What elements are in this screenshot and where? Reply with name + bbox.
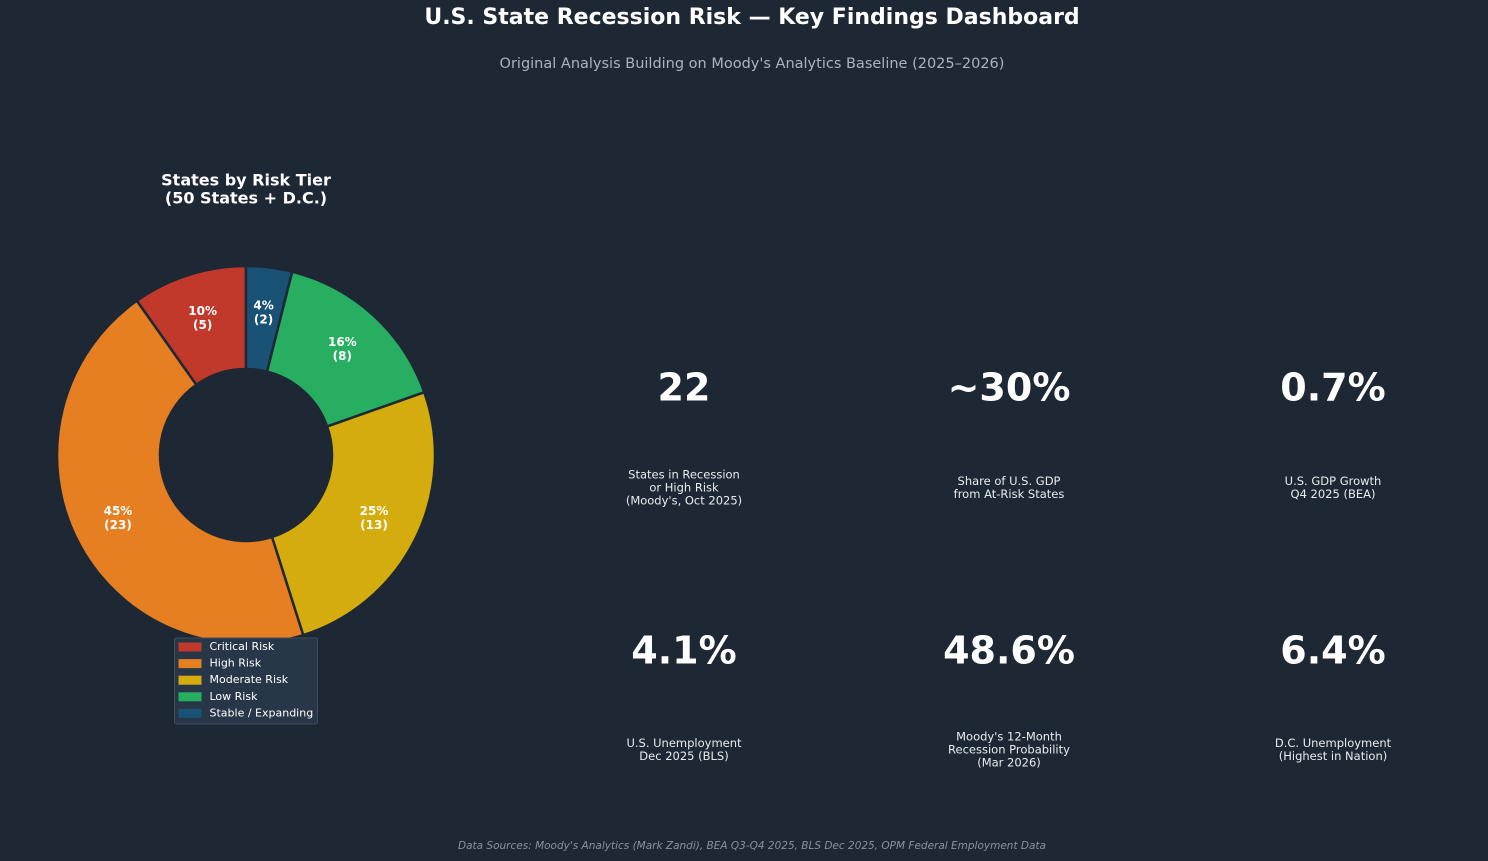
percent-label: 10% xyxy=(188,304,217,318)
kpi-label: Q4 2025 (BEA) xyxy=(1291,487,1376,501)
kpi-label: Share of U.S. GDP xyxy=(958,474,1061,488)
title: U.S. State Recession Risk — Key Findings… xyxy=(424,5,1079,30)
donut-slice xyxy=(265,270,426,429)
chart-subtitle: (50 States + D.C.) xyxy=(165,189,327,208)
legend-swatch xyxy=(178,708,202,718)
kpi-label: or High Risk xyxy=(649,481,719,495)
kpi-label: U.S. Unemployment xyxy=(626,736,742,750)
kpi-value: ~30% xyxy=(948,366,1071,410)
value-label: (5) xyxy=(193,318,212,332)
footer: Data Sources: Moody's Analytics (Mark Za… xyxy=(458,840,1046,852)
legend-box xyxy=(174,637,318,725)
legend-swatch xyxy=(178,692,202,702)
value-label: (8) xyxy=(333,349,352,363)
legend-label: High Risk xyxy=(210,657,262,670)
kpi-label: (Moody's, Oct 2025) xyxy=(626,494,742,508)
legend-label: Stable / Expanding xyxy=(210,706,314,719)
value-label: (13) xyxy=(360,518,388,532)
kpi-value: 22 xyxy=(658,366,711,410)
kpi-value: 48.6% xyxy=(943,629,1075,673)
donut-slice xyxy=(244,264,294,374)
legend-label: Low Risk xyxy=(210,690,259,703)
chart-title: States by Risk Tier xyxy=(161,171,331,190)
legend: Critical Risk High Risk Moderate Risk Low R… xyxy=(174,637,318,725)
percent-label: 16% xyxy=(328,335,357,349)
percent-label: 45% xyxy=(104,504,133,518)
kpi-label: (Mar 2026) xyxy=(977,756,1041,770)
kpi-label: Recession Probability xyxy=(948,743,1070,757)
kpi-label: U.S. GDP Growth xyxy=(1285,474,1382,488)
legend-label: Critical Risk xyxy=(210,640,275,653)
kpi-label: from At-Risk States xyxy=(954,487,1065,501)
percent-label: 25% xyxy=(360,504,389,518)
legend-swatch xyxy=(178,642,202,652)
kpi-value: 4.1% xyxy=(631,629,736,673)
donut-slice xyxy=(270,390,437,637)
kpi-value: 0.7% xyxy=(1280,366,1385,410)
kpi-value: 6.4% xyxy=(1280,629,1385,673)
value-label: (2) xyxy=(254,313,273,327)
legend-swatch xyxy=(178,659,202,669)
legend-label: Moderate Risk xyxy=(210,673,289,686)
value-label: (23) xyxy=(104,518,132,532)
kpi-label: Dec 2025 (BLS) xyxy=(639,749,728,763)
legend-swatch xyxy=(178,675,202,685)
kpi-label: States in Recession xyxy=(628,468,740,482)
percent-label: 4% xyxy=(253,299,273,313)
kpi-label: Moody's 12-Month xyxy=(956,730,1062,744)
kpi-label: D.C. Unemployment xyxy=(1275,736,1392,750)
kpi-label: (Highest in Nation) xyxy=(1279,749,1387,763)
subtitle: Original Analysis Building on Moody's An… xyxy=(500,56,1005,72)
